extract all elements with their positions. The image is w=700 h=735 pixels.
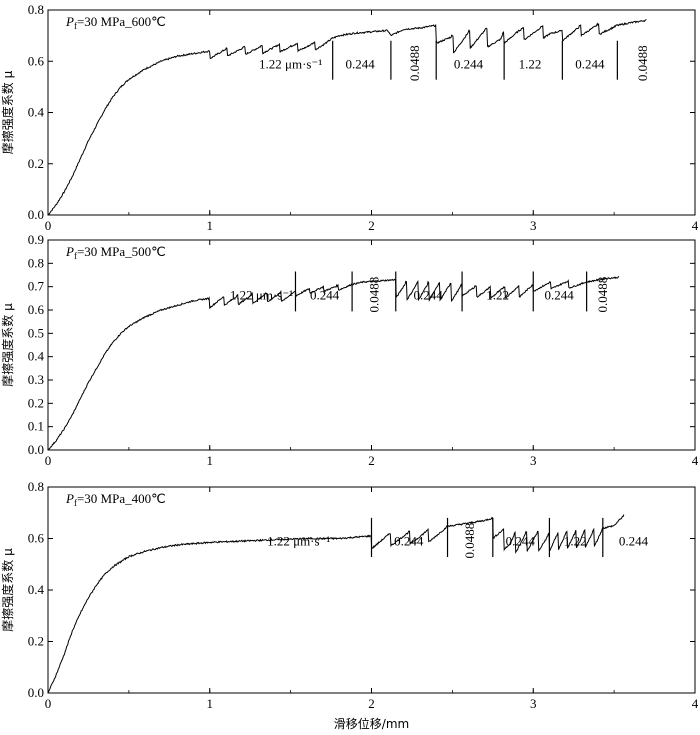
velocity-label: 0.0488: [595, 277, 610, 313]
velocity-label: 1.22: [519, 56, 542, 71]
x-tick-label: 4: [692, 696, 699, 711]
y-tick-label: 0.8: [28, 479, 44, 494]
velocity-label: 0.0488: [635, 45, 650, 81]
velocity-label: 0.244: [346, 56, 376, 71]
y-tick-label: 0.6: [28, 531, 45, 546]
friction-curve: [47, 19, 647, 216]
y-tick-label: 0.1: [28, 419, 44, 434]
y-tick-label: 0.0: [28, 207, 44, 222]
velocity-label: 0.244: [454, 56, 484, 71]
y-tick-label: 0.6: [28, 53, 45, 68]
x-tick-label: 1: [207, 453, 214, 468]
y-tick-label: 0.6: [28, 302, 45, 317]
x-axis-label: 滑移位移/mm: [334, 716, 409, 731]
x-tick-label: 2: [368, 218, 375, 233]
x-tick-label: 3: [530, 218, 537, 233]
velocity-label: 0.0488: [462, 523, 477, 559]
velocity-label: 1.22: [564, 534, 587, 549]
y-tick-label: 0.4: [28, 105, 45, 120]
x-tick-label: 3: [530, 696, 537, 711]
velocity-label: 1.22 μm·s⁻¹: [230, 288, 293, 303]
y-tick-label: 0.2: [28, 156, 44, 171]
y-tick-label: 0.8: [28, 255, 44, 270]
velocity-label: 0.244: [575, 56, 605, 71]
y-tick-label: 0.8: [28, 2, 44, 17]
plot-frame: [47, 9, 696, 216]
x-tick-label: 4: [692, 453, 699, 468]
y-tick-label: 0.2: [28, 395, 44, 410]
chart-panel-2: 0 1 2 3 4 0.0 0.1 0.2 0.3 0.4 0.5 0.6 0.7 0.8 0.9 摩擦强度系…: [0, 232, 699, 468]
y-axis-label: 摩擦强度系数 μ: [0, 548, 15, 632]
friction-curve: [47, 276, 620, 451]
chart-panel-3: 0 1 2 3 4 0.0 0.2 0.4 0.6 0.8 摩擦强度系数 μ Pf=30 MPa_40…: [0, 479, 699, 711]
velocity-label: 1.22: [486, 288, 509, 303]
velocity-label: 0.0488: [407, 45, 422, 81]
velocity-label: 0.244: [619, 534, 649, 549]
velocity-label: 1.22 μm·s⁻¹: [259, 56, 322, 71]
y-tick-label: 0.4: [28, 349, 45, 364]
velocity-label: 0.244: [413, 288, 443, 303]
friction-curve: [47, 514, 625, 693]
x-tick-label: 0: [45, 453, 52, 468]
y-tick-label: 0.5: [28, 325, 44, 340]
panel-title: Pf=30 MPa_500℃: [65, 244, 166, 261]
y-tick-label: 0.2: [28, 634, 44, 649]
panel-title: Pf=30 MPa_600℃: [65, 14, 166, 31]
y-tick-label: 0.0: [28, 442, 44, 457]
y-tick-label: 0.7: [28, 279, 45, 294]
y-tick-label: 0.0: [28, 685, 44, 700]
x-tick-label: 3: [530, 453, 537, 468]
x-tick-label: 0: [45, 218, 52, 233]
x-tick-label: 2: [368, 453, 375, 468]
y-axis-label: 摩擦强度系数 μ: [0, 70, 15, 154]
y-axis-label: 摩擦强度系数 μ: [0, 303, 15, 387]
plot-frame: [47, 239, 696, 451]
velocity-label: 1.22 μm·s⁻¹: [267, 534, 330, 549]
velocity-label: 0.244: [394, 534, 424, 549]
x-tick-label: 0: [45, 696, 52, 711]
chart-panel-1: 0 1 2 3 4 0.0 0.2 0.4 0.6 0.8 摩擦强度系数 μ Pf=30 MPa_60…: [0, 2, 699, 233]
x-tick-label: 4: [692, 218, 699, 233]
y-tick-label: 0.3: [28, 372, 44, 387]
x-tick-label: 1: [207, 696, 214, 711]
x-tick-label: 1: [207, 218, 214, 233]
velocity-label: 0.244: [506, 534, 536, 549]
y-tick-label: 0.9: [28, 232, 44, 247]
velocity-label: 0.244: [310, 288, 340, 303]
y-tick-label: 0.4: [28, 582, 45, 597]
x-tick-label: 2: [368, 696, 375, 711]
panel-title: Pf=30 MPa_400℃: [65, 491, 166, 508]
velocity-label: 0.0488: [367, 277, 382, 313]
velocity-label: 0.244: [545, 288, 575, 303]
